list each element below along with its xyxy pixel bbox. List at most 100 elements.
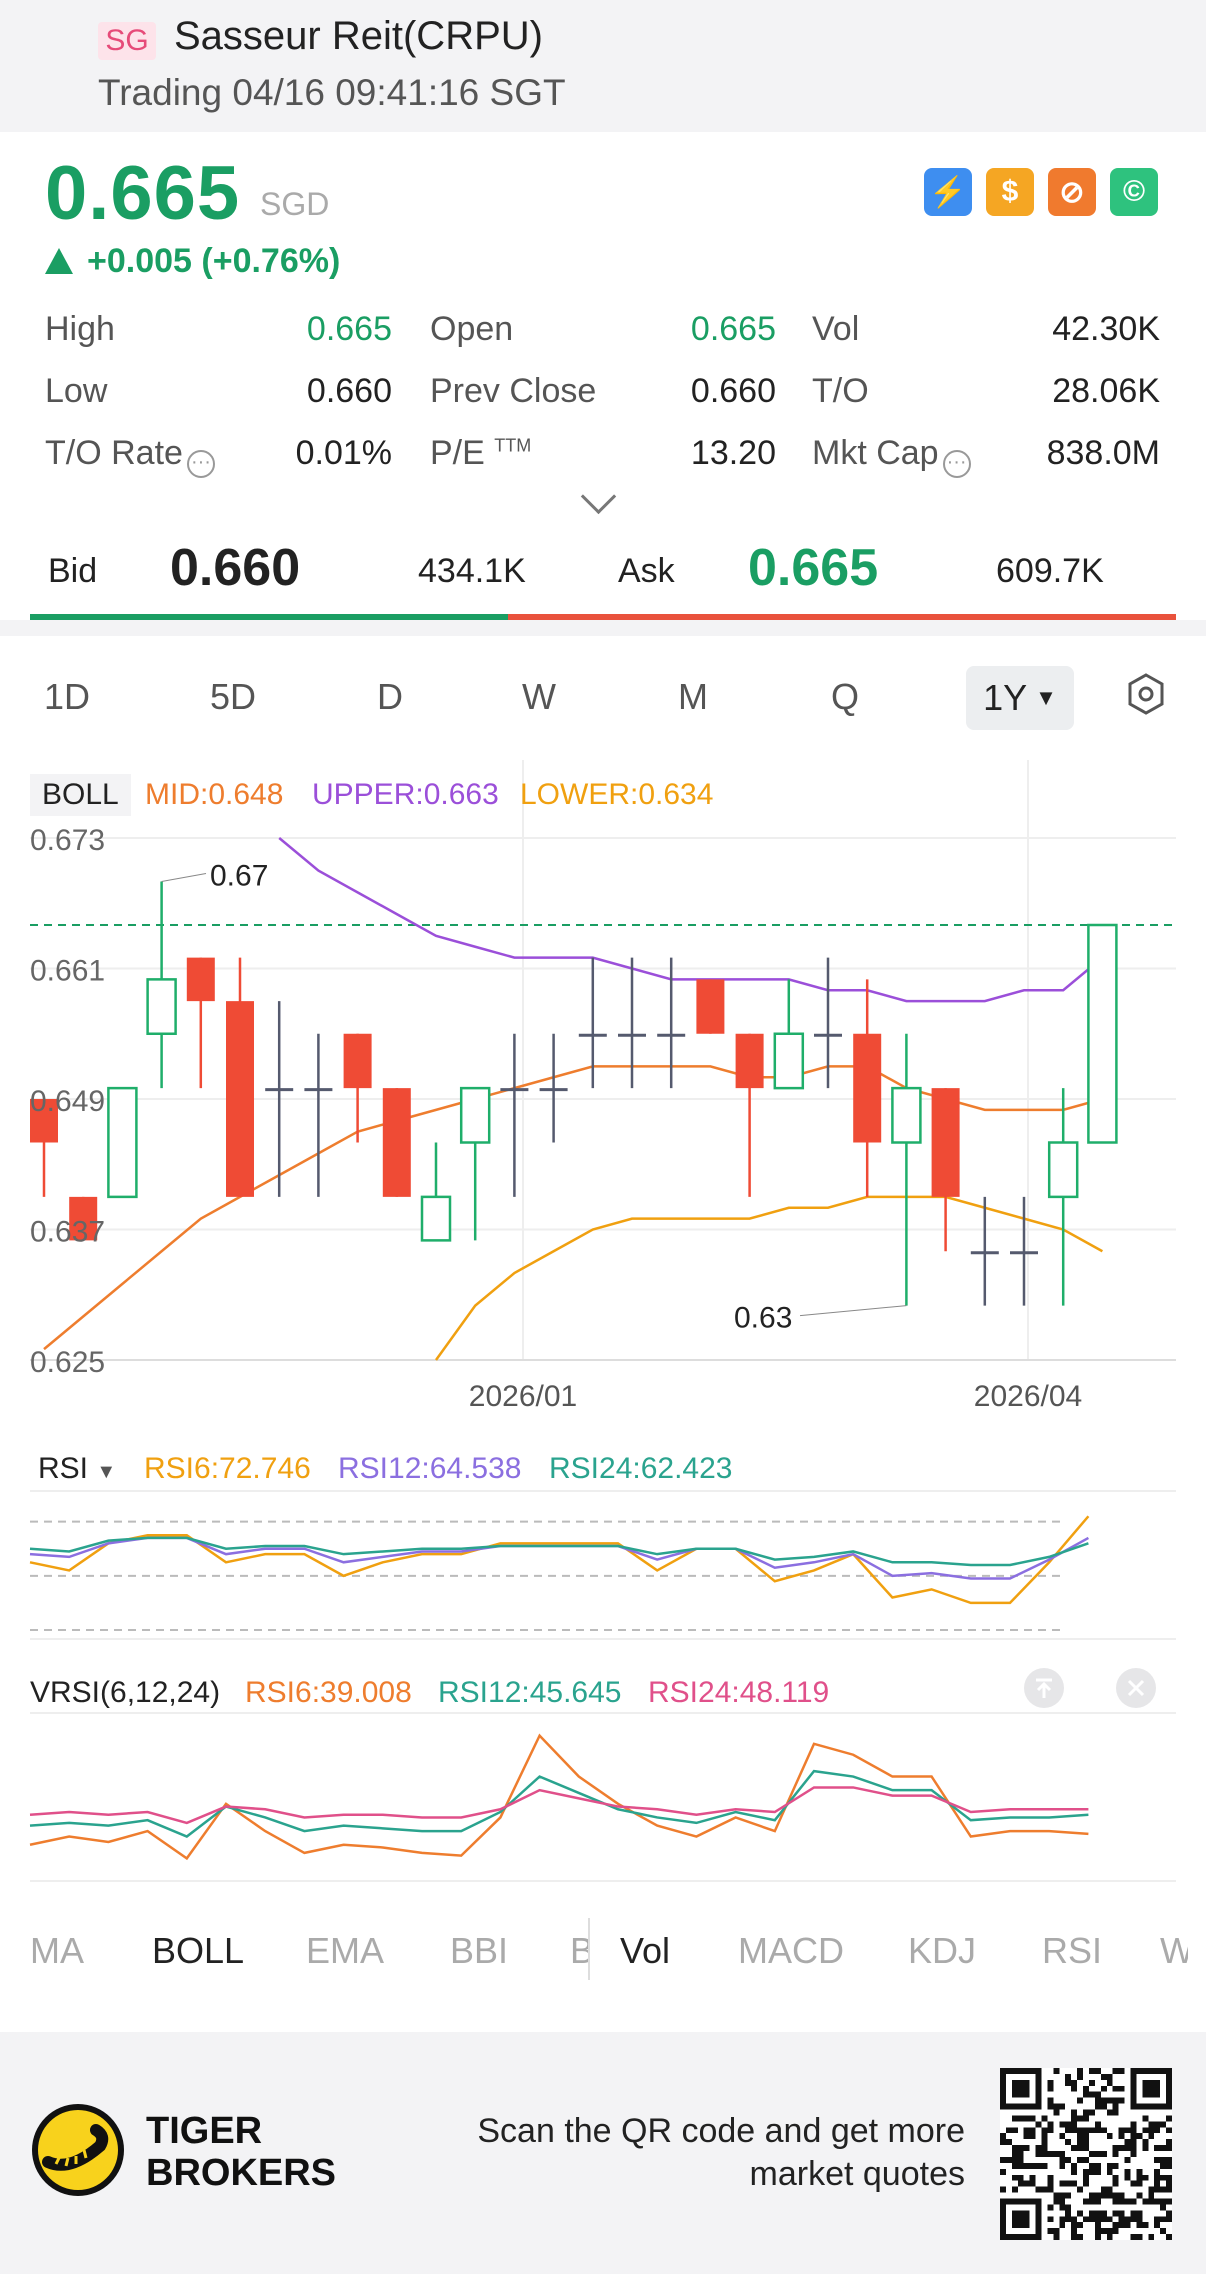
vrsi-label[interactable]: VRSI(6,12,24): [30, 1676, 221, 1709]
turnover-rate-value: 0.01%: [295, 434, 392, 472]
qr-module: [1065, 2139, 1072, 2146]
x-tick-label: 2026/04: [974, 1380, 1082, 1410]
high-annotation: 0.67: [210, 860, 268, 893]
tab-q[interactable]: Q: [831, 676, 860, 717]
rsi-label[interactable]: RSI ▼: [38, 1452, 117, 1485]
qr-module: [1136, 2210, 1143, 2217]
prev-close-label: Prev Close: [430, 372, 597, 410]
rsi-chart[interactable]: [0, 1490, 1206, 1640]
qr-module: [1065, 2073, 1072, 2080]
qr-module: [1077, 2156, 1084, 2163]
pin-top-icon[interactable]: [1022, 1666, 1066, 1710]
qr-module: [1077, 2073, 1084, 2080]
candle-body: [1087, 923, 1118, 1144]
close-icon[interactable]: [1114, 1666, 1158, 1710]
tab-5d[interactable]: 5D: [210, 676, 257, 717]
qr-module: [1160, 2156, 1167, 2163]
qr-module: [1047, 2204, 1054, 2211]
tab-1d[interactable]: 1D: [44, 676, 91, 717]
indicator-tab-vol[interactable]: Vol: [620, 1930, 671, 1971]
qr-code[interactable]: [1000, 2068, 1172, 2240]
qr-module: [1106, 2192, 1113, 2199]
indicator-line: [29, 1769, 1089, 1838]
qr-module: [1154, 2121, 1161, 2128]
qr-module: [1100, 2216, 1107, 2223]
indicator-tab-macd[interactable]: MACD: [738, 1930, 844, 1971]
indicator-tab-kdj[interactable]: KDJ: [908, 1930, 977, 1971]
tab-m[interactable]: M: [678, 676, 708, 717]
tab-1y[interactable]: 1Y ▼: [966, 666, 1074, 730]
indicator-tab-boll[interactable]: BOLL: [152, 1930, 245, 1971]
qr-module: [1059, 2103, 1066, 2110]
info-dots-icon[interactable]: ···: [942, 450, 971, 478]
qr-module: [1112, 2198, 1119, 2205]
qr-module: [1154, 2216, 1161, 2223]
candle-body: [107, 1086, 138, 1199]
qr-module: [1077, 2097, 1084, 2104]
candlestick-chart[interactable]: 0.673 0.661 0.649 0.637 0.625 2026/01 2026/04 0…: [0, 760, 1206, 1410]
info-dots-icon[interactable]: ···: [186, 450, 215, 478]
ask-ratio-bar: [508, 614, 1176, 620]
qr-module: [1100, 2210, 1107, 2217]
pe-value: 13.20: [690, 434, 776, 472]
qr-module: [1071, 2228, 1078, 2235]
y-tick-label: 0.637: [30, 1216, 105, 1249]
qr-module: [1100, 2073, 1107, 2080]
no-short-icon[interactable]: ⊘: [1048, 168, 1096, 216]
indicator-tab-ma[interactable]: MA: [30, 1930, 84, 1971]
gear-icon[interactable]: [1124, 672, 1168, 716]
qr-module: [1118, 2192, 1125, 2199]
qr-module: [1094, 2198, 1101, 2205]
qr-module: [1059, 2222, 1066, 2229]
candle-body: [814, 1033, 842, 1037]
qr-module: [1083, 2127, 1089, 2134]
hand-coin-icon[interactable]: ©: [1110, 168, 1158, 216]
qr-module: [1088, 2091, 1095, 2098]
bid-ratio-bar: [30, 614, 508, 620]
qr-module: [1083, 2145, 1089, 2152]
indicator-tab-bbi[interactable]: BBI: [450, 1930, 509, 1971]
qr-module: [1100, 2127, 1107, 2134]
qr-module: [1071, 2109, 1078, 2116]
caret-down-icon: ▼: [1035, 685, 1057, 710]
qr-module: [1065, 2180, 1072, 2187]
indicator-tab-rsi[interactable]: RSI: [1042, 1930, 1103, 1971]
qr-module: [1154, 2186, 1161, 2193]
candle-body: [146, 978, 177, 1035]
boll-indicator-label[interactable]: BOLL: [30, 774, 131, 816]
turnover-value: 28.06K: [1052, 372, 1160, 410]
qr-module: [1029, 2115, 1036, 2122]
candle-body: [265, 1088, 294, 1092]
qr-module: [1083, 2109, 1089, 2116]
lightning-icon[interactable]: ⚡: [924, 168, 972, 216]
qr-module: [1083, 2085, 1089, 2092]
vrsi-chart[interactable]: [0, 1712, 1206, 1882]
tab-d[interactable]: D: [377, 676, 403, 717]
y-tick-label: 0.661: [30, 955, 105, 988]
qr-module: [1142, 2174, 1149, 2181]
qr-module: [1112, 2162, 1119, 2169]
qr-module: [1083, 2180, 1089, 2187]
qr-module: [1059, 2151, 1066, 2157]
mkt-cap-value: 838.0M: [1046, 434, 1160, 472]
indicator-tab-b[interactable]: B: [570, 1930, 588, 1971]
qr-module: [1088, 2192, 1095, 2199]
indicator-line: [29, 1786, 1089, 1825]
qr-module: [1017, 2180, 1024, 2187]
qr-module: [1083, 2198, 1089, 2205]
qr-module: [1148, 2186, 1155, 2193]
qr-module: [1071, 2168, 1078, 2175]
qr-module: [1047, 2097, 1054, 2104]
indicator-tab-ema[interactable]: EMA: [306, 1930, 385, 1971]
qr-module: [1011, 2186, 1018, 2193]
tab-w[interactable]: W: [522, 676, 556, 717]
indicator-tab-w[interactable]: W: [1160, 1930, 1188, 1971]
ask-size: 609.7K: [996, 552, 1104, 590]
dollar-icon[interactable]: $: [986, 168, 1034, 216]
qr-module: [1059, 2180, 1066, 2187]
qr-module: [1035, 2121, 1042, 2128]
qr-module: [1041, 2162, 1048, 2169]
market-badge: SG: [98, 22, 156, 60]
qr-module: [1071, 2162, 1078, 2169]
qr-module: [1160, 2186, 1167, 2193]
